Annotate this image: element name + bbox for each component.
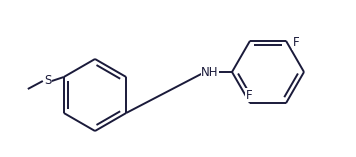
Text: S: S <box>44 75 52 87</box>
Text: NH: NH <box>201 65 219 78</box>
Text: F: F <box>246 89 252 102</box>
Text: F: F <box>293 36 299 49</box>
